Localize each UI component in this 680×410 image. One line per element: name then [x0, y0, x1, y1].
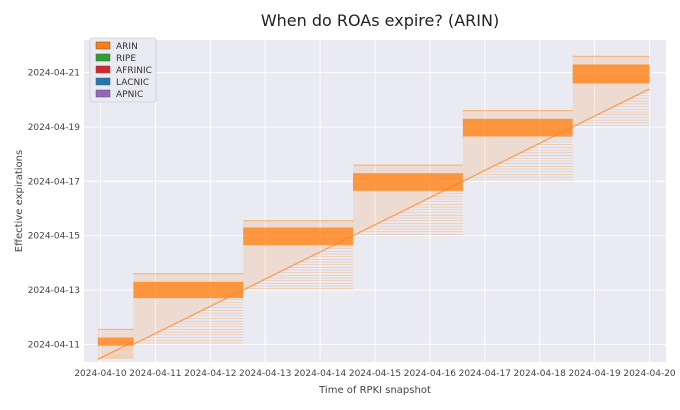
x-tick-label: 2024-04-17 [459, 369, 511, 379]
legend-label: AFRINIC [116, 66, 152, 76]
expiry-diagonal [462, 126, 573, 182]
legend-swatch [95, 77, 111, 86]
x-tick-label: 2024-04-15 [349, 369, 401, 379]
dense-expiry-band [243, 227, 354, 246]
legend-swatch [95, 53, 111, 62]
y-tick-label: 2024-04-11 [28, 340, 80, 350]
expiry-diagonal [133, 289, 244, 345]
x-tick-label: 2024-04-12 [184, 369, 236, 379]
legend-label: RIPE [116, 54, 136, 64]
dense-expiry-band [133, 281, 244, 299]
x-tick-labels: 2024-04-10 2024-04-11 2024-04-12 2024-04-13… [74, 369, 676, 379]
dense-expiry-band [462, 118, 573, 137]
dense-expiry-band [572, 64, 650, 84]
expiry-diagonal [242, 235, 354, 291]
x-tick-label: 2024-04-11 [129, 369, 181, 379]
legend-swatch [95, 41, 111, 50]
y-tick-label: 2024-04-15 [28, 232, 80, 242]
expiry-diagonal [352, 180, 464, 237]
x-axis-label: Time of RPKI snapshot [318, 385, 431, 396]
legend-label: APNIC [116, 90, 143, 100]
expiry-diagonal [572, 88, 650, 128]
legend: ARIN RIPE AFRINIC LACNIC APNIC [89, 37, 157, 103]
dense-expiry-band [353, 173, 463, 191]
legend-label: LACNIC [116, 78, 149, 88]
dense-expiry-band [97, 337, 134, 346]
expiry-step [97, 328, 134, 360]
x-tick-label: 2024-04-13 [239, 369, 291, 379]
y-tick-label: 2024-04-13 [28, 286, 80, 296]
expiry-step [462, 110, 573, 182]
data-marks [97, 55, 650, 360]
legend-swatch [95, 65, 111, 74]
x-tick-label: 2024-04-10 [74, 369, 127, 379]
x-tick-label: 2024-04-18 [514, 369, 567, 379]
chart-title: When do ROAs expire? (ARIN) [261, 11, 499, 30]
x-tick-label: 2024-04-20 [623, 369, 676, 379]
y-tick-label: 2024-04-17 [28, 177, 80, 187]
expiry-diagonal [97, 341, 134, 360]
x-tick-label: 2024-04-19 [568, 369, 621, 379]
legend-label: ARIN [116, 42, 138, 52]
legend-swatch [95, 89, 111, 98]
expiry-step [572, 55, 650, 128]
y-axis-label: Effective expirations [14, 150, 25, 252]
expiry-step [133, 273, 244, 345]
expiry-step [242, 220, 354, 291]
expiry-step [352, 164, 464, 237]
y-tick-label: 2024-04-19 [28, 123, 81, 133]
y-tick-labels: 2024-04-11 2024-04-13 2024-04-15 2024-04-17… [28, 69, 81, 351]
x-tick-label: 2024-04-14 [294, 369, 347, 379]
y-tick-label: 2024-04-21 [28, 69, 80, 79]
x-tick-label: 2024-04-16 [404, 369, 457, 379]
